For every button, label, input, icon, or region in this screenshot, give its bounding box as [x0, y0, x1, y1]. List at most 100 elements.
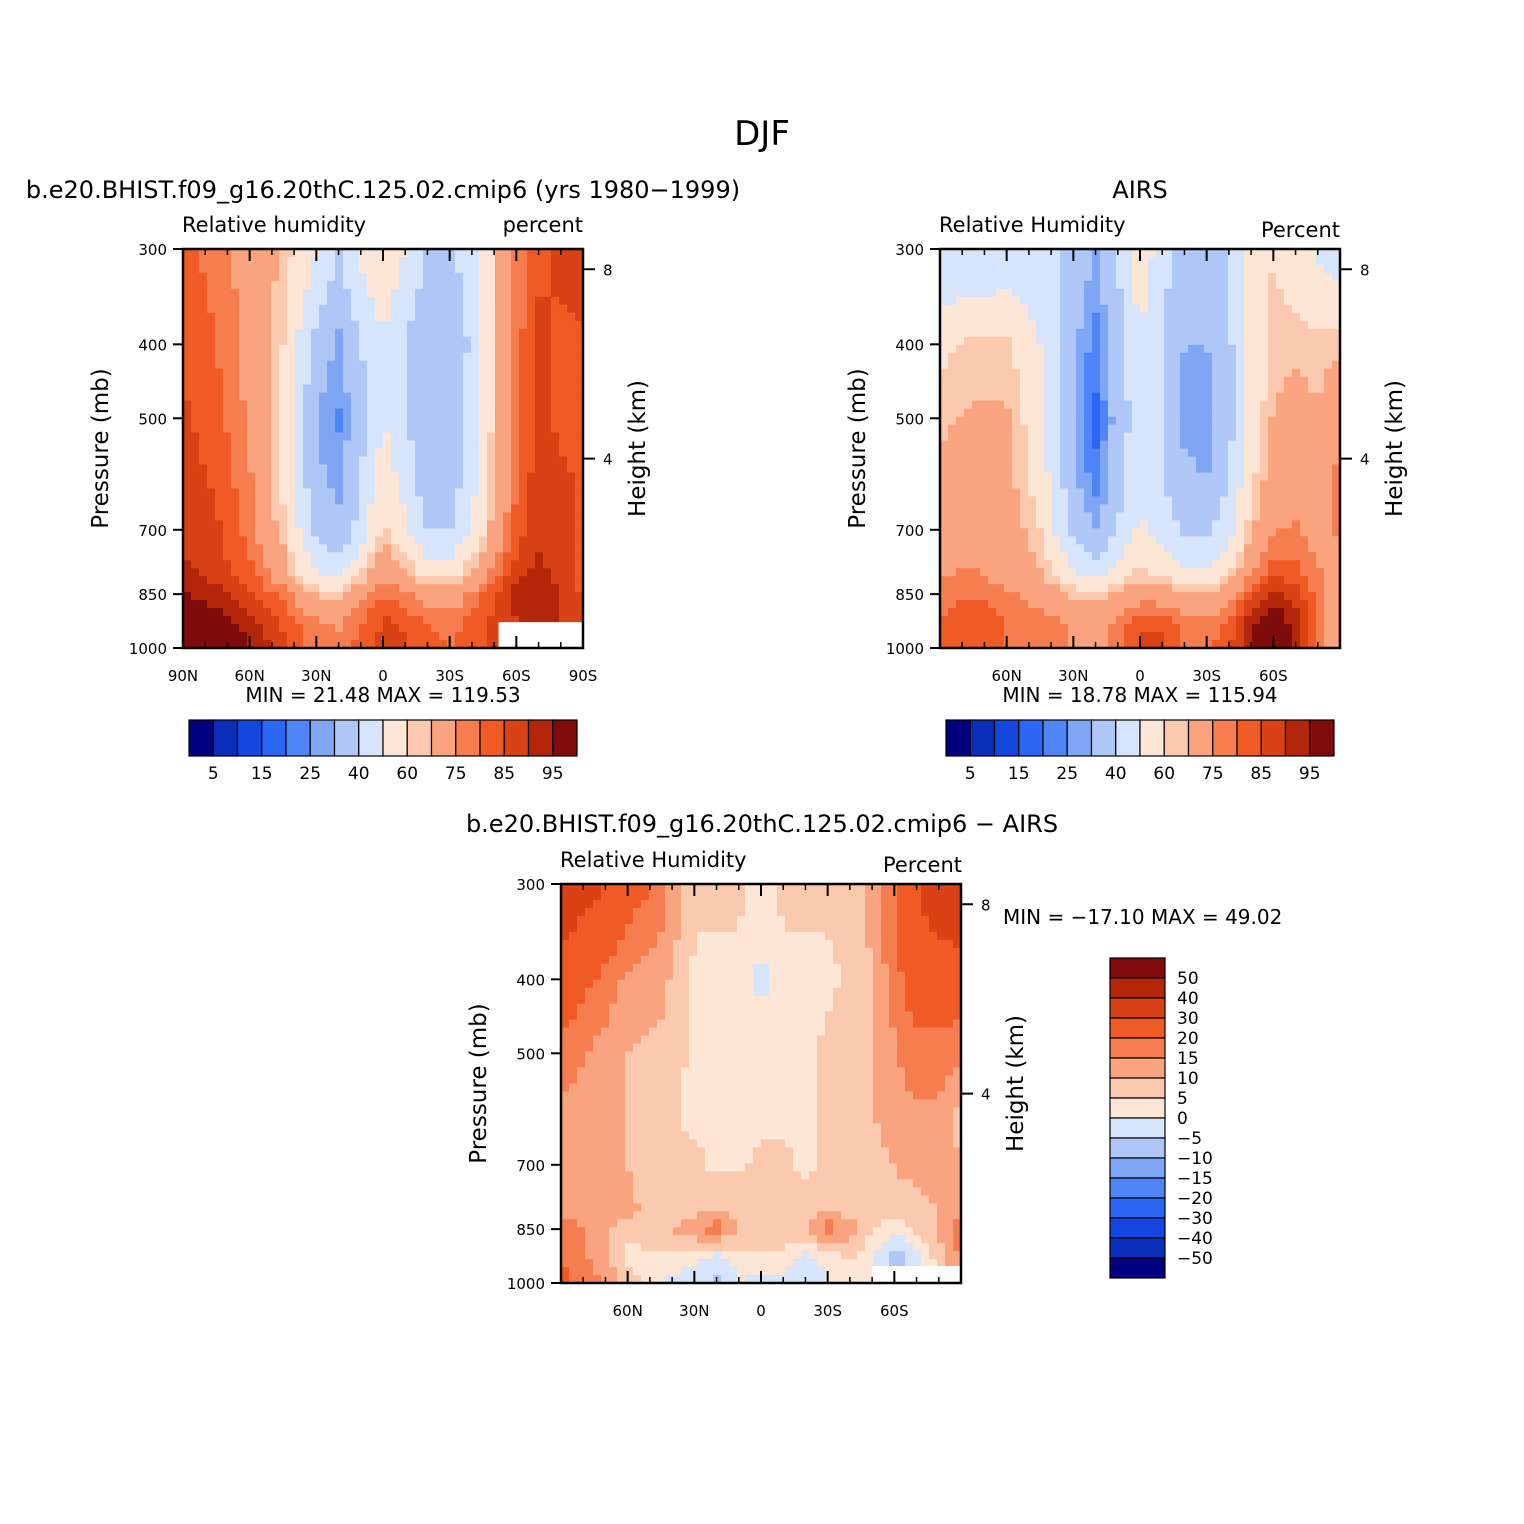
contour-cell: [1068, 456, 1077, 466]
contour-cell: [1124, 560, 1133, 569]
contour-cell: [415, 600, 424, 609]
contour-cell: [1212, 408, 1221, 418]
contour-cell: [1332, 304, 1340, 314]
contour-cell: [383, 456, 392, 466]
contour-cell: [1252, 400, 1261, 410]
contour-cell: [1116, 360, 1125, 370]
contour-cell: [487, 368, 496, 378]
contour-cell: [1212, 376, 1221, 386]
contour-cell: [303, 584, 312, 593]
contour-cell: [1076, 249, 1085, 258]
contour-cell: [359, 624, 368, 633]
contour-cell: [1204, 256, 1213, 266]
contour-cell: [1060, 320, 1069, 330]
contour-cell: [1100, 344, 1109, 354]
contour-cell: [239, 440, 248, 450]
contour-cell: [1324, 496, 1333, 505]
contour-cell: [239, 576, 248, 585]
contour-cell: [575, 568, 583, 577]
contour-cell: [1236, 400, 1245, 410]
contour-cell: [1252, 584, 1261, 593]
contour-cell: [407, 584, 416, 593]
contour-cell: [431, 640, 440, 648]
contour-cell: [535, 504, 544, 513]
contour-cell: [1300, 280, 1309, 290]
contour-cell: [423, 368, 432, 378]
contour-cell: [575, 336, 583, 346]
contour-cell: [1124, 536, 1133, 545]
contour-cell: [551, 480, 560, 489]
contour-cell: [1196, 280, 1205, 290]
contour-cell: [191, 504, 200, 513]
contour-cell: [1228, 440, 1237, 450]
contour-cell: [1204, 320, 1213, 330]
contour-cell: [231, 632, 240, 641]
contour-cell: [1300, 496, 1309, 505]
contour-cell: [972, 480, 981, 489]
contour-cell: [391, 336, 400, 346]
contour-cell: [495, 249, 504, 258]
contour-cell: [1276, 560, 1285, 569]
contour-cell: [367, 249, 376, 258]
contour-cell: [255, 568, 264, 577]
contour-cell: [287, 376, 296, 386]
contour-cell: [367, 520, 376, 529]
contour-cell: [367, 536, 376, 545]
contour-cell: [1268, 600, 1277, 609]
contour-cell: [343, 624, 352, 633]
contour-cell: [1052, 432, 1061, 442]
contour-cell: [1244, 400, 1253, 410]
contour-cell: [415, 256, 424, 266]
contour-cell: [543, 344, 552, 354]
contour-cell: [1124, 376, 1133, 386]
contour-cell: [1020, 256, 1029, 266]
contour-cell: [191, 424, 200, 434]
contour-cell: [1212, 448, 1221, 458]
contour-cell: [1060, 488, 1069, 497]
contour-cell: [988, 464, 997, 474]
contour-cell: [1012, 480, 1021, 489]
contour-cell: [223, 632, 232, 641]
contour-cell: [503, 312, 512, 322]
contour-cell: [1140, 264, 1149, 274]
contour-cell: [247, 560, 256, 569]
contour-cell: [1220, 360, 1229, 370]
contour-cell: [375, 560, 384, 569]
contour-cell: [207, 336, 216, 346]
contour-cell: [1300, 568, 1309, 577]
contour-cell: [1308, 296, 1317, 306]
contour-cell: [279, 488, 288, 497]
contour-cell: [1004, 272, 1013, 282]
contour-cell: [343, 272, 352, 282]
contour-cell: [996, 504, 1005, 513]
contour-cell: [1124, 392, 1133, 402]
contour-cell: [996, 616, 1005, 625]
contour-cell: [1068, 472, 1077, 482]
contour-cell: [1308, 568, 1317, 577]
contour-cell: [311, 592, 320, 601]
contour-cell: [940, 432, 949, 442]
contour-cell: [335, 600, 344, 609]
contour-cell: [351, 249, 360, 258]
contour-cell: [535, 320, 544, 330]
contour-cell: [1044, 384, 1053, 394]
contour-cell: [351, 584, 360, 593]
contour-cell: [551, 296, 560, 306]
contour-cell: [335, 296, 344, 306]
contour-cell: [543, 320, 552, 330]
contour-cell: [223, 608, 232, 617]
contour-cell: [191, 288, 200, 298]
contour-cell: [1316, 528, 1325, 537]
contour-cell: [1260, 440, 1269, 450]
contour-cell: [303, 560, 312, 569]
contour-cell: [439, 544, 448, 553]
y-axis-title: Pressure (mb): [88, 368, 114, 528]
contour-cell: [1212, 520, 1221, 529]
contour-cell: [431, 360, 440, 370]
contour-cell: [239, 280, 248, 290]
contour-cell: [295, 520, 304, 529]
contour-cell: [1172, 288, 1181, 298]
contour-cell: [527, 320, 536, 330]
contour-cell: [1236, 368, 1245, 378]
contour-cell: [1180, 288, 1189, 298]
